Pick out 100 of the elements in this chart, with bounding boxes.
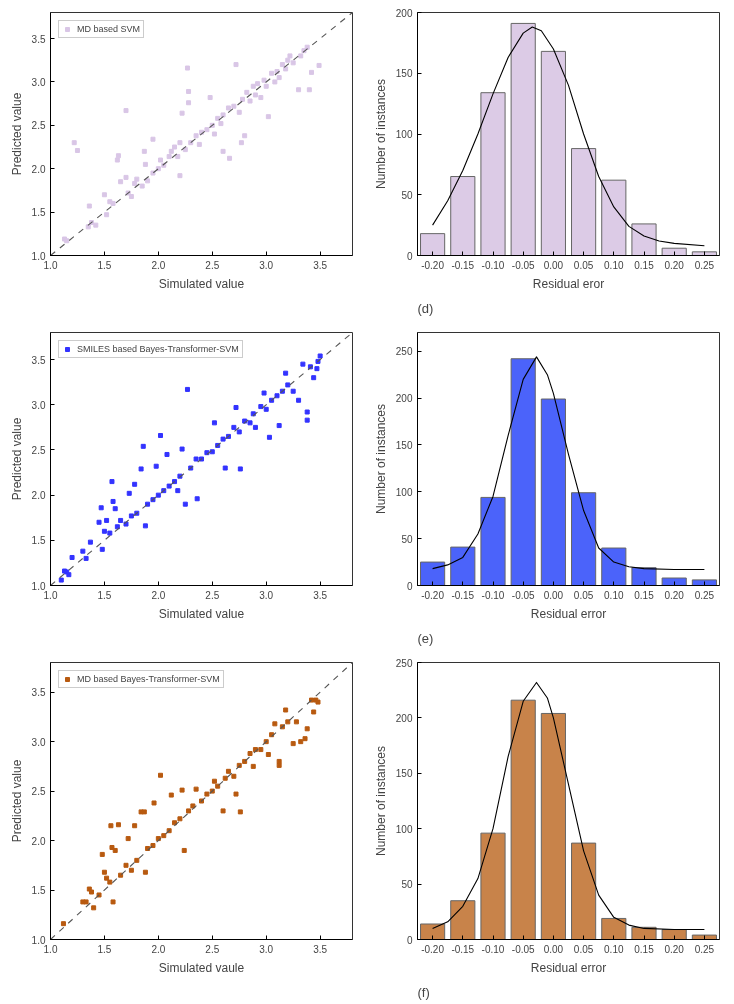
y-tick-label: 1.5	[31, 885, 46, 897]
x-tick-label: 0.10	[604, 943, 624, 955]
x-axis-title: Simulated vaule	[158, 960, 245, 975]
x-tick-label: -0.20	[421, 943, 445, 955]
x-tick-label: 0.00	[543, 259, 564, 271]
y-axis-title: Predicted value	[9, 759, 24, 843]
y-tick-label: 2.5	[31, 444, 46, 456]
x-tick-label: -0.15	[451, 589, 475, 601]
y-axis-title: Number of instances	[373, 78, 388, 190]
y-tick-label: 2.0	[31, 163, 46, 175]
x-tick-label: 0.05	[573, 259, 594, 271]
x-tick-label: 0.20	[664, 259, 685, 271]
x-tick-label: 1.0	[43, 259, 58, 271]
x-axis-title: Simulated value	[158, 276, 245, 291]
x-tick-label: 2.5	[205, 589, 220, 601]
y-tick-label: 150	[395, 68, 413, 80]
x-tick-label: 1.0	[43, 589, 58, 601]
y-tick-label: 250	[395, 657, 413, 669]
x-tick-label: 0.05	[573, 589, 594, 601]
x-axis-title: Residual error	[530, 960, 607, 975]
x-tick-label: -0.05	[511, 589, 536, 601]
y-tick-label: 3.5	[31, 33, 46, 45]
x-tick-label: 3.5	[313, 589, 328, 601]
x-tick-label: -0.15	[451, 943, 475, 955]
x-tick-label: 0.10	[604, 259, 624, 271]
y-tick-label: 3.0	[31, 76, 46, 88]
x-tick-label: 0.25	[694, 589, 715, 601]
y-tick-label: 1.0	[31, 580, 46, 592]
x-tick-label: -0.20	[421, 589, 445, 601]
x-tick-label: 2.5	[205, 259, 220, 271]
y-tick-label: 3.0	[31, 399, 46, 411]
legend-label: SMILES based Bayes-Transformer-SVM	[77, 344, 239, 354]
y-tick-label: 200	[395, 393, 413, 405]
x-tick-label: 0.05	[573, 943, 594, 955]
x-tick-label: 0.20	[664, 589, 685, 601]
x-tick-label: 3.0	[259, 259, 274, 271]
x-tick-label: -0.05	[511, 259, 536, 271]
x-tick-label: 0.00	[543, 589, 564, 601]
x-tick-label: 2.0	[151, 943, 166, 955]
x-axis-title: Simulated value	[158, 606, 245, 621]
text: (d)	[417, 300, 434, 316]
y-tick-label: 150	[395, 439, 413, 451]
x-tick-label: 1.5	[97, 259, 112, 271]
y-tick-label: 0	[406, 934, 413, 946]
y-axis-title: Number of instances	[373, 403, 388, 515]
x-tick-label: 3.0	[259, 589, 274, 601]
y-tick-label: 100	[395, 486, 413, 498]
x-tick-label: -0.10	[481, 589, 505, 601]
y-tick-label: 2.5	[31, 786, 46, 798]
y-tick-label: 100	[395, 823, 413, 835]
x-tick-label: -0.15	[451, 259, 475, 271]
y-tick-label: 200	[395, 7, 413, 19]
x-tick-label: -0.10	[481, 259, 505, 271]
y-tick-label: 1.0	[31, 934, 46, 946]
y-tick-label: 50	[401, 533, 413, 545]
x-tick-label: 3.5	[313, 943, 328, 955]
text: (e)	[417, 630, 434, 646]
y-tick-label: 2.0	[31, 490, 46, 502]
x-tick-label: 2.0	[151, 589, 166, 601]
x-tick-label: 0.20	[664, 943, 685, 955]
y-axis-title: Predicted value	[9, 417, 24, 501]
x-tick-label: -0.05	[511, 943, 536, 955]
x-tick-label: 2.0	[151, 259, 166, 271]
y-tick-label: 3.5	[31, 354, 46, 366]
legend-label: MD based SVM	[77, 24, 141, 34]
y-tick-label: 1.5	[31, 535, 46, 547]
y-tick-label: 3.5	[31, 687, 46, 699]
x-tick-label: 0.25	[694, 943, 715, 955]
x-tick-label: 3.5	[313, 259, 328, 271]
y-tick-label: 50	[401, 189, 413, 201]
y-tick-label: 1.0	[31, 250, 46, 262]
legend-label: MD based Bayes-Transformer-SVM	[77, 674, 220, 684]
y-tick-label: 0	[406, 580, 413, 592]
x-tick-label: 0.00	[543, 943, 564, 955]
x-tick-label: 1.0	[43, 943, 58, 955]
y-tick-label: 250	[395, 346, 413, 358]
y-tick-label: 150	[395, 768, 413, 780]
x-axis-title: Residual eror	[532, 276, 605, 291]
y-tick-label: 1.5	[31, 207, 46, 219]
x-tick-label: 0.25	[694, 259, 715, 271]
text: (f)	[417, 984, 430, 1000]
x-tick-label: 0.10	[604, 589, 624, 601]
y-tick-label: 2.0	[31, 835, 46, 847]
x-tick-label: 3.0	[259, 943, 274, 955]
x-tick-label: 0.15	[634, 589, 655, 601]
y-tick-label: 100	[395, 129, 413, 140]
x-tick-label: 0.15	[634, 259, 655, 271]
y-tick-label: 3.0	[31, 736, 46, 748]
x-tick-label: -0.10	[481, 943, 505, 955]
x-tick-label: 1.5	[97, 589, 112, 601]
y-tick-label: 2.5	[31, 120, 46, 132]
x-tick-label: -0.20	[421, 259, 445, 271]
x-tick-label: 1.5	[97, 943, 112, 955]
y-tick-label: 0	[406, 250, 413, 262]
x-tick-label: 2.5	[205, 943, 220, 955]
y-tick-label: 50	[401, 879, 413, 891]
x-axis-title: Residual error	[530, 606, 607, 621]
y-tick-label: 200	[395, 712, 413, 724]
x-tick-label: 0.15	[634, 943, 655, 955]
y-axis-title: Number of instances	[373, 745, 388, 857]
